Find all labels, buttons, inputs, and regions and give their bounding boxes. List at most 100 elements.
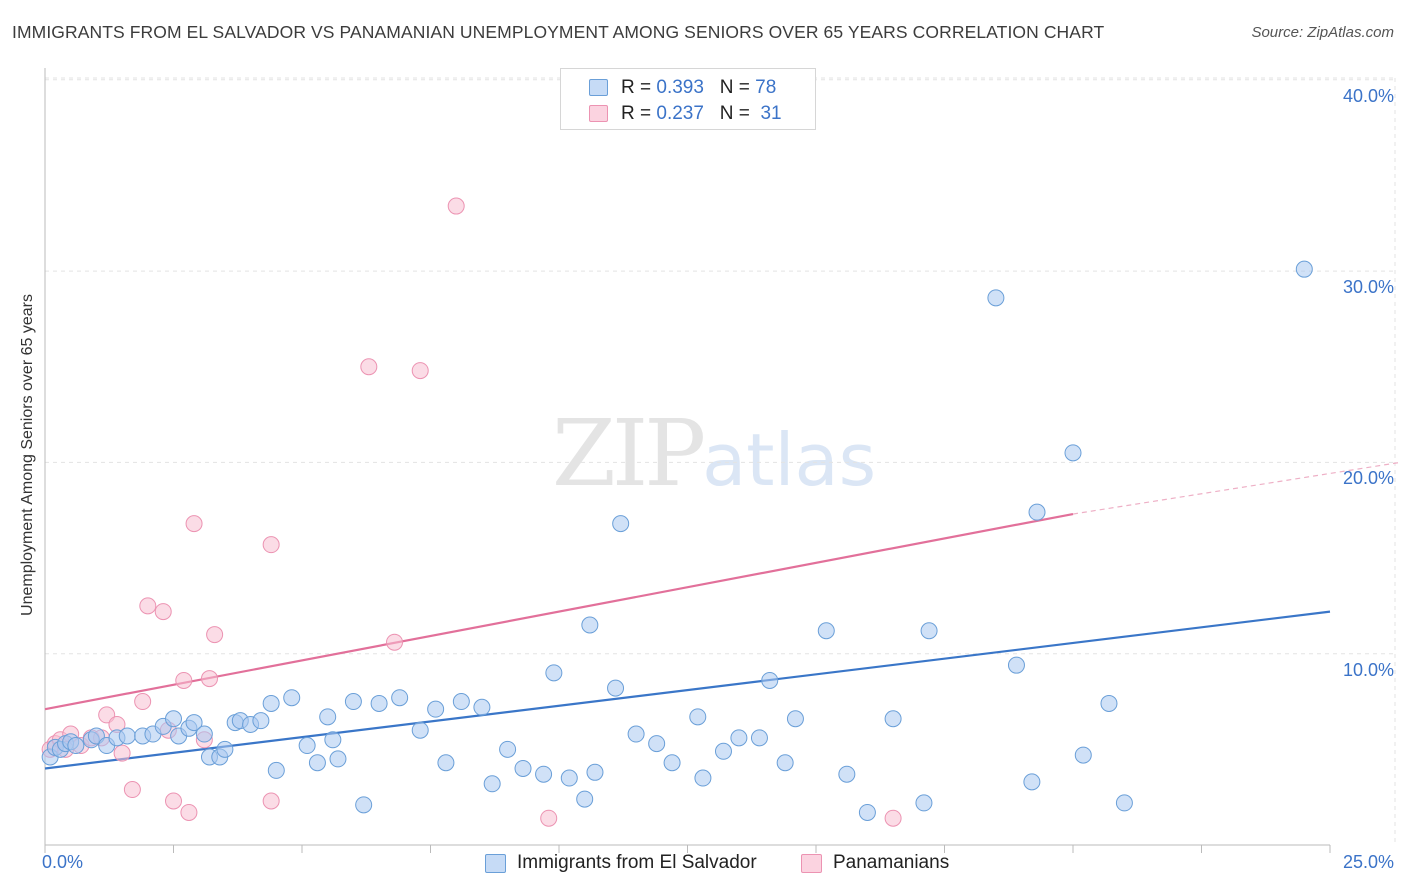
point-panamanians-11 bbox=[123, 781, 141, 799]
point-el-salvador-38 bbox=[411, 721, 429, 739]
point-el-salvador-68 bbox=[884, 710, 902, 728]
point-el-salvador-61 bbox=[750, 729, 768, 747]
point-el-salvador-75 bbox=[1064, 444, 1082, 462]
point-el-salvador-63 bbox=[776, 754, 794, 772]
point-el-salvador-79 bbox=[1295, 260, 1313, 278]
point-panamanians-12 bbox=[134, 693, 152, 711]
point-el-salvador-21 bbox=[216, 740, 234, 758]
x-tick-label-min: 0.0% bbox=[42, 852, 84, 872]
y-axis-label: Unemployment Among Seniors over 65 years bbox=[19, 294, 36, 616]
point-panamanians-28 bbox=[447, 197, 465, 215]
point-el-salvador-73 bbox=[1023, 773, 1041, 791]
watermark-zip: ZIP bbox=[552, 400, 706, 507]
point-el-salvador-32 bbox=[324, 731, 342, 749]
legend-text-series2: R = 0.237 N = 31 bbox=[621, 103, 782, 124]
point-el-salvador-30 bbox=[308, 754, 326, 772]
point-el-salvador-39 bbox=[427, 700, 445, 718]
point-panamanians-17 bbox=[175, 671, 193, 689]
point-panamanians-14 bbox=[154, 603, 172, 621]
point-panamanians-21 bbox=[200, 670, 218, 688]
bottom-legend-swatch-blue bbox=[485, 854, 506, 873]
y-tick-label-10: 10.0% bbox=[1342, 660, 1394, 680]
stats-legend: R = 0.393 N = 78 R = 0.237 N = 31 bbox=[560, 68, 816, 130]
y-tick-label-30: 30.0% bbox=[1342, 277, 1394, 297]
point-el-salvador-65 bbox=[817, 622, 835, 640]
watermark-atlas: atlas bbox=[702, 418, 877, 502]
bottom-legend-label-series1: Immigrants from El Salvador bbox=[517, 852, 757, 873]
point-panamanians-22 bbox=[206, 626, 224, 644]
point-el-salvador-58 bbox=[689, 708, 707, 726]
point-el-salvador-67 bbox=[858, 803, 876, 821]
point-el-salvador-76 bbox=[1074, 746, 1092, 764]
point-el-salvador-60 bbox=[730, 729, 748, 747]
y-tick-label-40: 40.0% bbox=[1342, 86, 1394, 106]
point-el-salvador-42 bbox=[473, 698, 491, 716]
point-el-salvador-37 bbox=[391, 689, 409, 707]
point-el-salvador-29 bbox=[298, 737, 316, 755]
trend-line-panamanians-extension bbox=[1072, 461, 1401, 515]
point-panamanians-18 bbox=[180, 803, 198, 821]
point-panamanians-13 bbox=[139, 597, 157, 615]
y-tick-label-20: 20.0% bbox=[1342, 468, 1394, 488]
chart-title: IMMIGRANTS FROM EL SALVADOR VS PANAMANIA… bbox=[12, 22, 1105, 42]
point-el-salvador-43 bbox=[483, 775, 501, 793]
point-el-salvador-45 bbox=[514, 759, 532, 777]
point-panamanians-25 bbox=[360, 358, 378, 376]
point-el-salvador-53 bbox=[612, 515, 630, 533]
point-el-salvador-70 bbox=[920, 622, 938, 640]
data-points bbox=[41, 197, 1313, 827]
point-el-salvador-77 bbox=[1100, 694, 1118, 712]
point-el-salvador-5 bbox=[67, 737, 85, 755]
point-panamanians-10 bbox=[113, 744, 131, 762]
point-el-salvador-40 bbox=[437, 754, 455, 772]
point-el-salvador-18 bbox=[195, 725, 213, 743]
point-el-salvador-57 bbox=[694, 769, 712, 787]
point-el-salvador-25 bbox=[252, 712, 270, 730]
point-el-salvador-71 bbox=[987, 289, 1005, 307]
source-label: Source: ZipAtlas.com bbox=[1251, 24, 1394, 41]
legend-swatch-pink bbox=[589, 105, 608, 122]
point-el-salvador-34 bbox=[344, 693, 362, 711]
point-el-salvador-69 bbox=[915, 794, 933, 812]
bottom-legend-swatch-pink bbox=[801, 854, 822, 873]
point-panamanians-27 bbox=[411, 362, 429, 380]
point-el-salvador-52 bbox=[607, 679, 625, 697]
point-el-salvador-44 bbox=[499, 740, 517, 758]
trend-line-panamanians bbox=[44, 512, 1074, 711]
point-el-salvador-33 bbox=[329, 750, 347, 768]
point-panamanians-19 bbox=[185, 515, 203, 533]
point-el-salvador-59 bbox=[714, 742, 732, 760]
point-el-salvador-64 bbox=[786, 710, 804, 728]
point-el-salvador-74 bbox=[1028, 503, 1046, 521]
point-el-salvador-54 bbox=[627, 725, 645, 743]
point-el-salvador-62 bbox=[761, 671, 779, 689]
trend-line-el-salvador bbox=[44, 610, 1331, 770]
point-el-salvador-46 bbox=[535, 765, 553, 783]
legend-swatch-blue bbox=[589, 79, 608, 96]
point-panamanians-23 bbox=[262, 536, 280, 554]
point-el-salvador-26 bbox=[262, 694, 280, 712]
point-el-salvador-27 bbox=[267, 761, 285, 779]
point-el-salvador-50 bbox=[586, 763, 604, 781]
point-el-salvador-41 bbox=[452, 693, 470, 711]
bottom-legend-label-series2: Panamanians bbox=[833, 852, 950, 873]
point-el-salvador-10 bbox=[118, 727, 136, 745]
point-el-salvador-72 bbox=[1007, 656, 1025, 674]
point-el-salvador-51 bbox=[581, 616, 599, 634]
point-el-salvador-48 bbox=[560, 769, 578, 787]
point-el-salvador-66 bbox=[838, 765, 856, 783]
point-el-salvador-35 bbox=[355, 796, 373, 814]
point-panamanians-24 bbox=[262, 792, 280, 810]
x-tick-label-max: 25.0% bbox=[1342, 852, 1394, 872]
point-panamanians-26 bbox=[386, 633, 404, 651]
point-panamanians-30 bbox=[884, 809, 902, 827]
point-el-salvador-78 bbox=[1115, 794, 1133, 812]
point-el-salvador-56 bbox=[663, 754, 681, 772]
point-el-salvador-17 bbox=[185, 714, 203, 732]
watermark: ZIPatlas bbox=[552, 400, 876, 507]
point-el-salvador-47 bbox=[545, 664, 563, 682]
point-el-salvador-31 bbox=[319, 708, 337, 726]
point-el-salvador-14 bbox=[165, 710, 182, 728]
point-panamanians-29 bbox=[540, 809, 558, 827]
